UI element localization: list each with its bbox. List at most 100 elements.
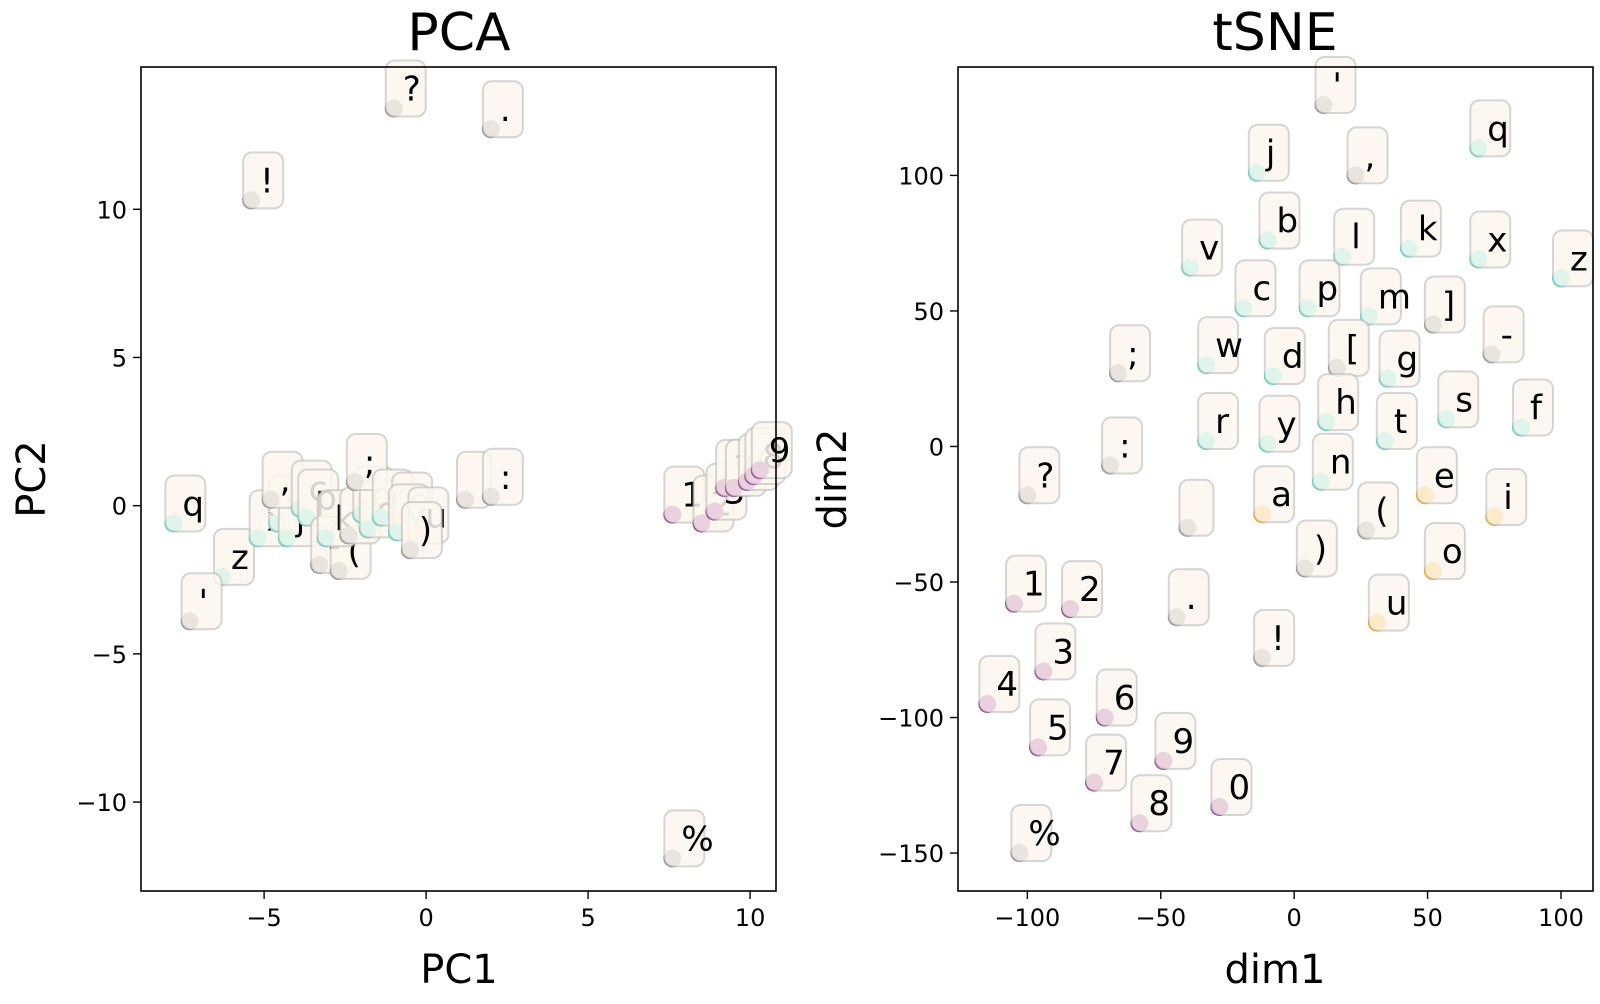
tsne-point-39: u	[1367, 573, 1410, 632]
tsne-point-label-box	[1253, 608, 1296, 667]
pca-point-label: ?	[403, 69, 421, 109]
tsne-point-label-box	[1263, 327, 1306, 385]
pca-point-34: %	[663, 809, 714, 868]
tsne-point-label: ;	[1127, 334, 1138, 374]
tsne-point-label-box	[1034, 622, 1077, 681]
tsne-point-label-box	[1469, 210, 1512, 269]
tsne-axes-frame	[957, 66, 1594, 892]
tsne-point-16: d	[1263, 327, 1306, 385]
pca-point-4: z	[212, 527, 255, 586]
tsne-point-label-box	[1181, 218, 1224, 277]
tsne-point-34: )	[1295, 519, 1338, 578]
tsne-point-22: f	[1511, 378, 1554, 437]
tsne-point-label: !	[1271, 619, 1285, 659]
tsne-point-label: 4	[996, 665, 1018, 705]
tsne-point-label: '	[1333, 66, 1342, 106]
tsne-point-label: i	[1503, 478, 1512, 518]
tsne-point-label: s	[1455, 380, 1473, 420]
pca-ytick-label: 10	[96, 196, 127, 224]
tsne-point-47: 0	[1210, 757, 1253, 816]
tsne-point-label: r	[1215, 402, 1229, 442]
tsne-point-label: n	[1330, 443, 1352, 483]
tsne-point-label: u	[1386, 584, 1408, 624]
pca-point-label: z	[231, 538, 249, 578]
tsne-point-label-box	[1378, 329, 1421, 388]
tsne-point-9: v	[1181, 218, 1224, 277]
tsne-point-label-box	[1485, 467, 1528, 526]
pca-point-label: q	[182, 484, 204, 524]
tsne-ytick-label: 100	[898, 162, 944, 190]
pca-title: PCA	[407, 3, 511, 63]
tsne-point-4: b	[1258, 191, 1301, 250]
tsne-point-24: y	[1258, 394, 1301, 453]
pca-point-label-box	[242, 151, 285, 210]
tsne-point-label-box	[1010, 804, 1053, 863]
tsne-point-38: .	[1167, 568, 1210, 627]
pca-point-label-box	[164, 474, 207, 533]
tsne-point-36: 1	[1005, 554, 1048, 613]
tsne-point-31: i	[1485, 467, 1528, 526]
tsne-point-19: ;	[1109, 324, 1152, 383]
pca-point-label-box	[384, 59, 427, 118]
tsne-point-label-box	[1029, 698, 1072, 757]
tsne-point-45: 9	[1154, 711, 1197, 770]
tsne-point-label: v	[1199, 229, 1219, 269]
tsne-point-label: k	[1418, 210, 1438, 250]
tsne-point-label: 6	[1114, 679, 1136, 719]
tsne-point-48: 8	[1130, 774, 1173, 833]
tsne-point-label: 7	[1103, 744, 1125, 784]
tsne-point-25: t	[1375, 392, 1418, 451]
tsne-point-label: [	[1346, 329, 1359, 369]
tsne-point-label-box	[1375, 392, 1418, 451]
tsne-point-label: q	[1487, 109, 1509, 149]
tsne-point-label: b	[1276, 201, 1298, 241]
tsne-point-label-box	[1258, 394, 1301, 453]
tsne-point-10: c	[1234, 259, 1277, 318]
tsne-point-label-box	[1167, 568, 1210, 627]
pca-xtick-label: 0	[418, 904, 433, 932]
tsne-point-label-box	[1314, 55, 1357, 114]
pca-ytick-label: 5	[112, 344, 127, 372]
pca-ytick-label: 0	[112, 493, 127, 521]
tsne-point-40: !	[1253, 608, 1296, 667]
tsne-point-label-box	[1482, 305, 1525, 364]
tsne-point-label-box	[1333, 207, 1376, 266]
pca-point-5: '	[180, 572, 223, 631]
tsne-point-label-box	[1311, 432, 1354, 491]
tsne-point-label: )	[1314, 529, 1327, 569]
pca-point-label: 9	[769, 431, 791, 471]
tsne-point-33: (	[1357, 481, 1400, 540]
tsne-xtick-label: 0	[1287, 904, 1302, 932]
tsne-point-label-box	[1253, 465, 1296, 524]
tsne-point-label: 3	[1052, 632, 1074, 672]
pca-point-label: ;	[364, 443, 375, 483]
tsne-point-label: ,	[1365, 136, 1376, 176]
tsne-point-1: q	[1469, 99, 1512, 158]
tsne-point-label: h	[1335, 383, 1357, 423]
tsne-point-17: [	[1327, 318, 1370, 377]
pca-point-2: !	[242, 151, 285, 210]
tsne-point-label: :	[1119, 426, 1130, 466]
tsne-point-label-box	[1018, 446, 1061, 505]
tsne-point-label-box	[1197, 316, 1240, 375]
tsne-point-label: l	[1351, 218, 1360, 258]
tsne-point-label-box	[1101, 416, 1144, 475]
tsne-xtick-label: 100	[1538, 904, 1584, 932]
tsne-point-label-box	[1295, 519, 1338, 578]
tsne-point-27: n	[1311, 432, 1354, 491]
tsne-point-label-box	[1469, 99, 1512, 158]
tsne-point-32	[1178, 478, 1215, 537]
pca-xlabel: PC1	[420, 947, 498, 993]
tsne-point-30: a	[1253, 465, 1296, 524]
pca-point-label: '	[199, 582, 208, 622]
tsne-point-label-box	[1357, 481, 1400, 540]
tsne-point-26: :	[1101, 416, 1144, 475]
tsne-ytick-label: 50	[913, 298, 944, 326]
tsne-point-label-box	[1130, 774, 1173, 833]
pca-point-label: )	[419, 511, 432, 551]
tsne-point-6: k	[1399, 199, 1442, 258]
tsne-panel: tSNE dim1 dim2 ' q j , b l k x z vc p m] - w d [g; h s f r y…	[810, 3, 1594, 993]
tsne-point-23: r	[1197, 392, 1240, 451]
pca-point-33: 9	[750, 421, 793, 480]
